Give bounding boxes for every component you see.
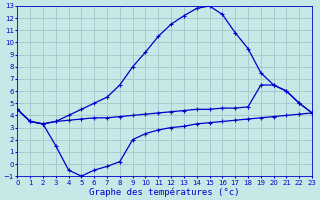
X-axis label: Graphe des températures (°c): Graphe des températures (°c)	[90, 187, 240, 197]
